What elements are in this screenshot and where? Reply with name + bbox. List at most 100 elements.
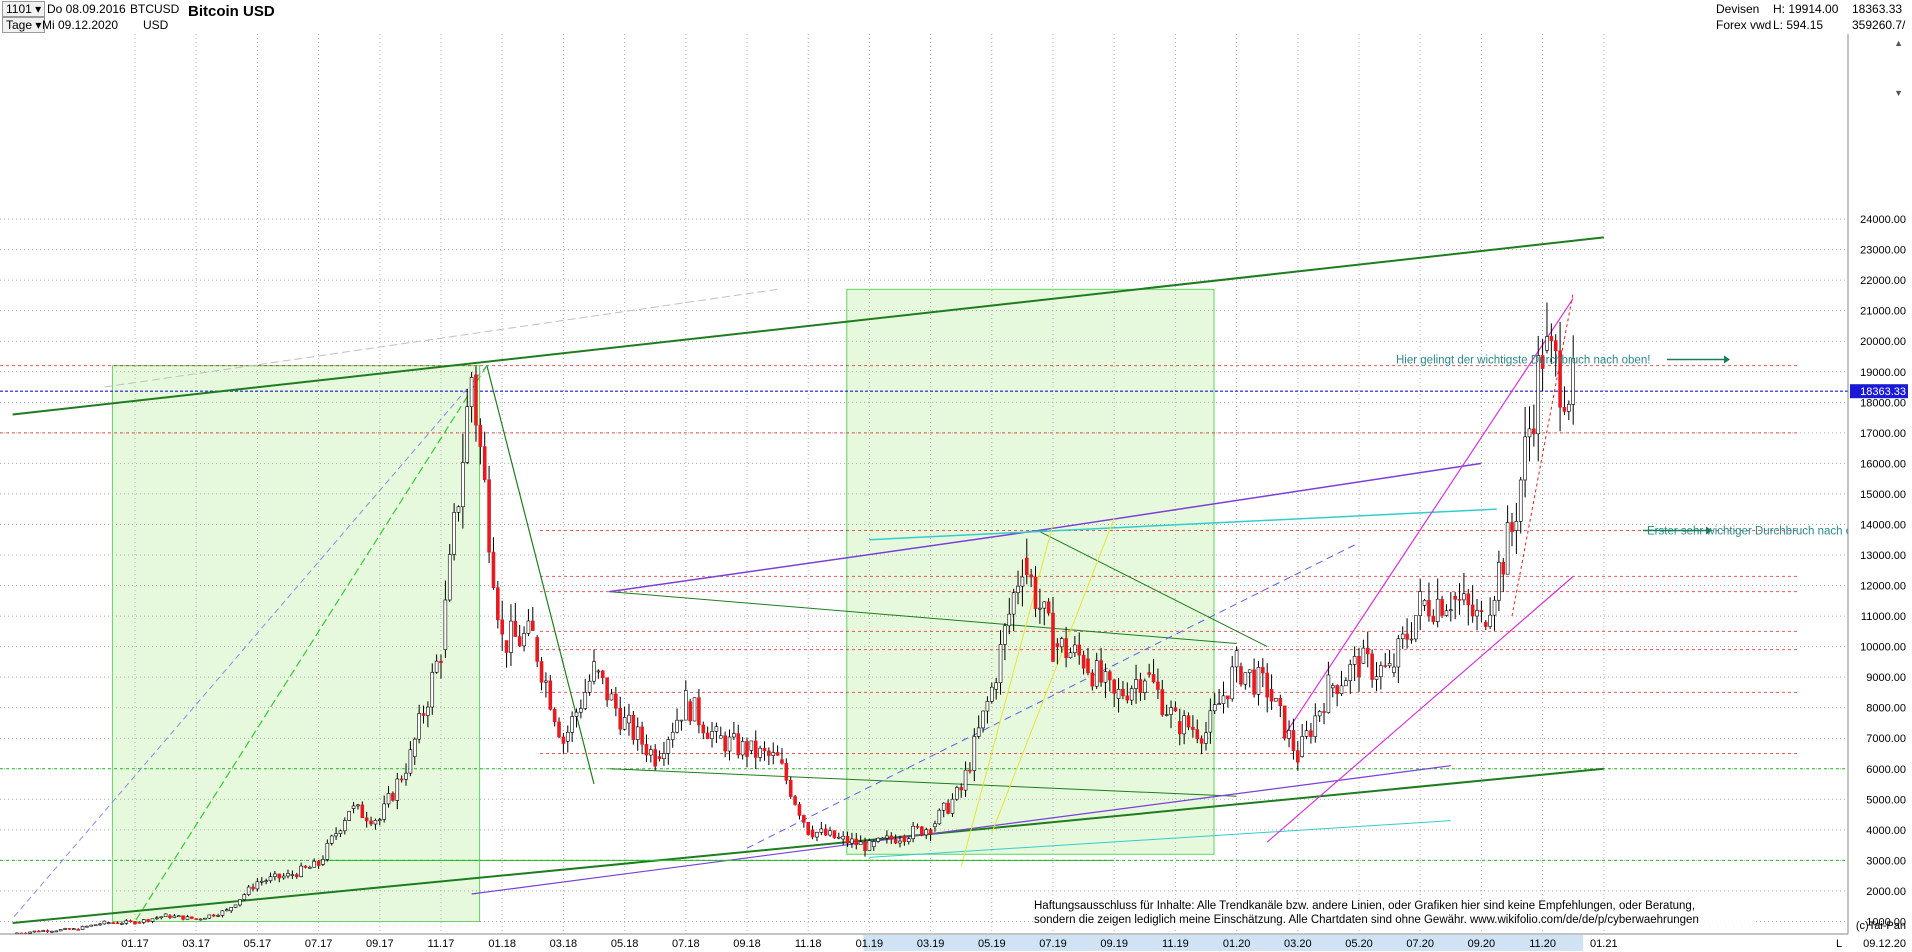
candle	[98, 923, 102, 926]
candle	[1177, 721, 1182, 735]
candle	[968, 769, 972, 772]
candle	[920, 826, 924, 836]
candle	[268, 876, 273, 882]
candle	[229, 907, 233, 912]
y-tick-label: 17000.00	[1860, 428, 1906, 440]
candle	[1335, 685, 1339, 694]
candle	[552, 709, 557, 723]
candle	[592, 661, 596, 682]
candle	[1418, 591, 1422, 617]
candle	[788, 780, 793, 797]
candle	[294, 874, 299, 878]
candle	[1108, 671, 1112, 681]
candle	[1475, 610, 1479, 617]
candle	[898, 840, 902, 844]
candle	[1313, 715, 1318, 737]
scroll-up-icon[interactable]: ▲	[1894, 38, 1903, 48]
acceleration-line	[1511, 292, 1574, 617]
scroll-down-icon[interactable]: ▼	[1894, 88, 1903, 98]
symbol-selector[interactable]: 1101 ▾	[2, 1, 46, 17]
analysis-zone-2	[846, 288, 1215, 855]
disclaimer: Haftungsausschluss für Inhalte: Alle Tre…	[1034, 899, 1754, 927]
candle	[539, 661, 544, 683]
disclaimer-line-1: Haftungsausschluss für Inhalte: Alle Tre…	[1034, 900, 1696, 912]
candle	[802, 815, 806, 823]
candle	[1024, 557, 1029, 575]
candle	[482, 446, 487, 481]
candle	[959, 787, 964, 791]
candle	[1291, 730, 1296, 751]
candle	[972, 736, 977, 771]
candle	[1247, 669, 1252, 673]
candle	[793, 796, 797, 805]
purple-trend-line	[609, 529, 1038, 593]
candle	[120, 923, 124, 925]
candle	[1112, 679, 1116, 694]
x-tick-label: 01.18	[488, 938, 516, 950]
candle	[1226, 695, 1230, 700]
candle	[1457, 599, 1462, 601]
y-tick-label: 9000.00	[1866, 672, 1906, 684]
candle	[89, 924, 94, 927]
candle	[417, 713, 421, 740]
candle	[950, 798, 955, 814]
candle	[1387, 663, 1392, 667]
y-axis-panel	[1848, 34, 1912, 952]
candle	[1453, 595, 1457, 600]
diagonal-dashed-line	[746, 542, 1360, 849]
candle	[775, 752, 780, 756]
candle	[679, 719, 684, 722]
y-tick-label: 13000.00	[1860, 550, 1906, 562]
y-tick-label: 5000.00	[1866, 794, 1906, 806]
candle	[1234, 650, 1239, 668]
candle	[1239, 666, 1243, 685]
candle	[955, 787, 959, 800]
candle	[452, 511, 456, 555]
candle	[1396, 638, 1401, 668]
diagonal-dashed-line	[12, 365, 488, 919]
price-chart[interactable]: Erster sehr wichtiger Durchbruch nach ob…	[0, 34, 1912, 952]
candle	[1134, 679, 1138, 689]
candle	[163, 913, 168, 918]
candle	[1400, 633, 1405, 640]
candle	[1470, 604, 1475, 617]
fan-line-yellow	[960, 524, 1054, 867]
candle	[858, 841, 863, 846]
x-axis-scroll-thumb[interactable]	[863, 935, 1584, 951]
candle	[836, 836, 841, 839]
candle	[1029, 574, 1033, 578]
x-tick-label: 05.19	[978, 938, 1006, 950]
candle	[1549, 336, 1554, 341]
candle	[1147, 672, 1151, 675]
candle	[290, 874, 295, 876]
candle	[810, 829, 815, 838]
candle	[1492, 599, 1497, 616]
last-price: 18363.33	[1852, 2, 1903, 16]
candle	[133, 921, 137, 925]
candle	[1344, 680, 1348, 687]
candle	[1274, 698, 1278, 702]
candle	[1431, 615, 1436, 622]
candle	[605, 677, 609, 701]
candle	[255, 881, 260, 890]
candle	[1365, 647, 1370, 655]
candle	[1379, 665, 1383, 678]
annotation-breakout-1: Erster sehr wichtiger Durchbruch nach ob…	[1647, 526, 1875, 538]
candle	[714, 726, 719, 732]
candle	[1501, 562, 1506, 575]
candle	[740, 741, 745, 756]
arrow-head-icon	[1724, 355, 1730, 364]
timeframe-selector[interactable]: Tage ▾	[2, 17, 46, 33]
candle	[1007, 613, 1012, 627]
candle	[1191, 726, 1195, 730]
candle	[155, 917, 159, 920]
candle	[976, 727, 981, 737]
x-tick-label: 07.18	[672, 938, 700, 950]
candle	[701, 724, 706, 734]
candle	[1212, 704, 1217, 712]
candle	[1173, 707, 1178, 712]
candle	[176, 915, 181, 918]
candle	[1282, 705, 1287, 739]
candle	[509, 620, 513, 653]
candle	[1497, 562, 1501, 601]
